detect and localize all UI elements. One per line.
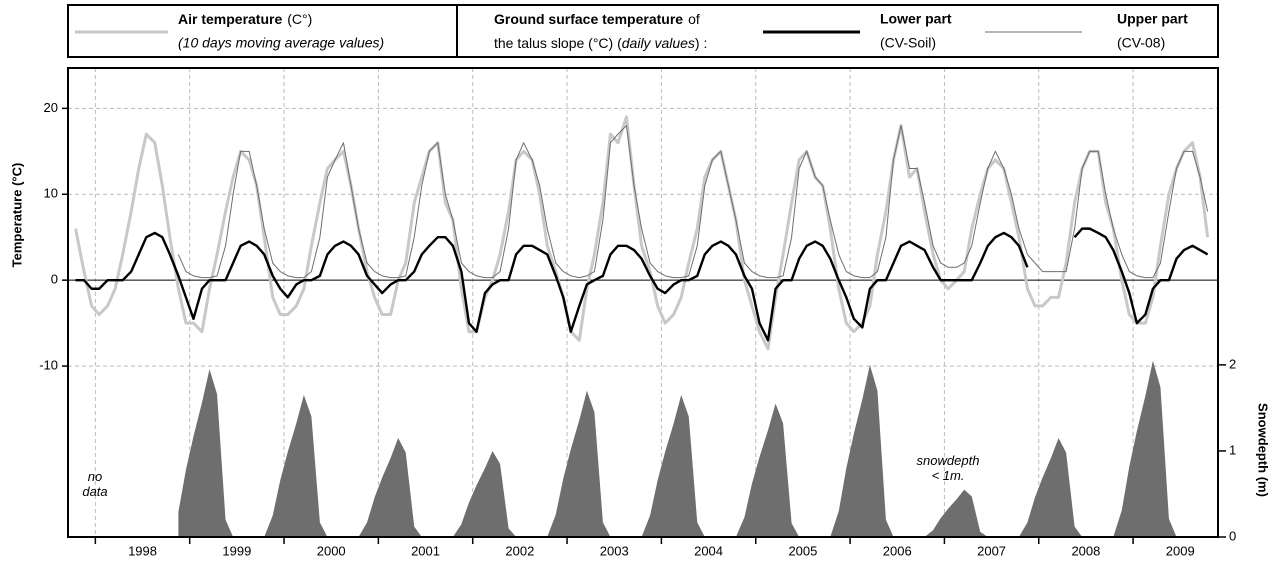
y-tick-label: 0 [51,272,58,287]
annotation: no data [82,469,107,499]
legend-note: (CV-08) [1117,35,1165,51]
y2-tick-label: 1 [1229,442,1236,457]
legend-label: Air temperature (C°) [178,11,312,27]
legend-note: (CV-Soil) [880,35,936,51]
x-tick-label: 2009 [1166,543,1195,558]
legend-name: Lower part [880,11,952,27]
legend-name: Upper part [1117,11,1188,27]
legend-unit: (C°) [287,11,312,27]
y-axis-label: Temperature (°C) [9,163,24,268]
annotation-line: snowdepth [917,453,980,468]
legend-heading-italic: daily values [622,35,695,51]
y2-axis-label: Snowdepth (m) [1256,403,1271,497]
annotation-line: < 1m. [932,468,965,483]
y-tick-label: -10 [39,358,58,373]
y-tick-label: 10 [44,186,58,201]
series-line [74,115,1210,351]
legend-note: (10 days moving average values) [178,35,384,51]
x-tick-label: 2006 [883,543,912,558]
x-tick-label: 2000 [317,543,346,558]
annotation-line: no [88,469,102,484]
x-tick-label: 1999 [222,543,251,558]
x-tick-label: 2008 [1071,543,1100,558]
legend-heading-line2: the talus slope (°C) (daily values) : [494,35,707,51]
y2-tick-label: 2 [1229,356,1236,371]
x-tick-label: 2007 [977,543,1006,558]
legend-heading: Ground surface temperature of [494,11,700,27]
annotation: snowdepth < 1m. [917,453,980,483]
legend-heading-end: ) : [695,35,707,51]
annotation-line: data [82,484,107,499]
y2-tick-label: 0 [1229,528,1236,543]
plot-frame [67,67,1219,538]
x-tick-label: 2001 [411,543,440,558]
legend-heading-text: the talus slope (°C) ( [494,35,622,51]
legend-heading-bold: Ground surface temperature [494,11,683,27]
x-tick-label: 1998 [128,543,157,558]
legend-name: Air temperature [178,11,282,27]
snow-area [178,360,1208,537]
x-tick-label: 2003 [600,543,629,558]
x-tick-label: 2002 [505,543,534,558]
legend-box [67,4,1219,58]
series-line [75,227,1209,342]
series-line [177,125,1209,279]
y-tick-label: 20 [44,100,58,115]
x-tick-label: 2004 [694,543,723,558]
x-tick-label: 2005 [788,543,817,558]
legend-heading-rest: of [688,11,700,27]
